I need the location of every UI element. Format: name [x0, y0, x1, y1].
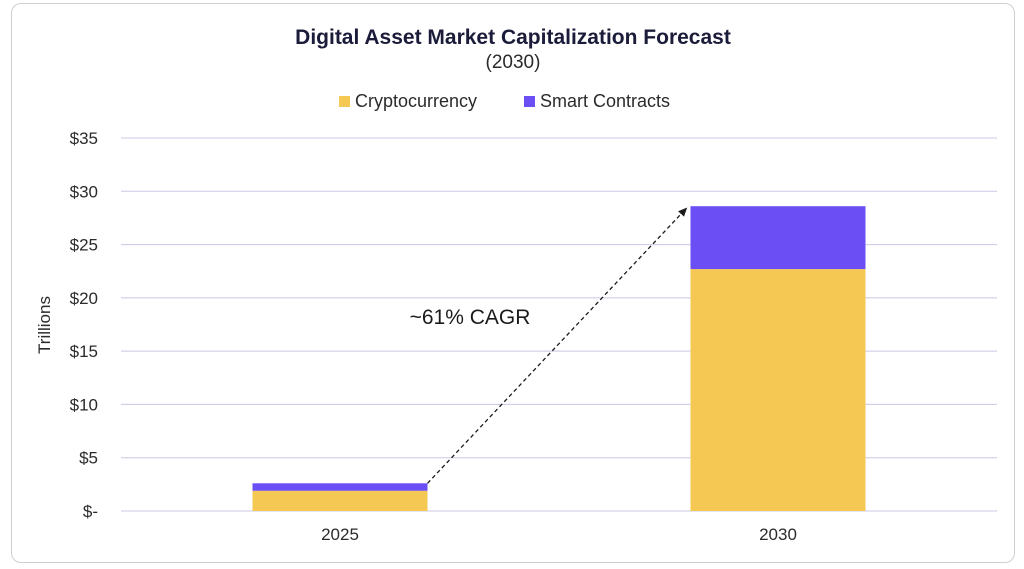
cagr-arrow [427, 207, 688, 484]
bar-2030-cryptocurrency [690, 269, 866, 511]
legend-label-cryptocurrency: Cryptocurrency [355, 91, 477, 111]
chart-title: Digital Asset Market Capitalization Fore… [295, 26, 731, 49]
x-tick-label: 2025 [321, 525, 359, 544]
bar-2025-smart-contracts [252, 483, 428, 491]
y-tick-label: $30 [70, 182, 98, 201]
y-tick-label: $15 [70, 342, 98, 361]
legend-swatch-cryptocurrency [339, 96, 350, 107]
y-tick-label: $20 [70, 289, 98, 308]
x-tick-labels: 2025 2030 [321, 525, 797, 544]
legend: Cryptocurrency Smart Contracts [339, 91, 670, 111]
y-tick-label: $35 [70, 129, 98, 148]
legend-swatch-smart-contracts [524, 96, 535, 107]
bar-2030-smart-contracts [690, 206, 866, 270]
y-tick-label: $5 [79, 449, 98, 468]
x-tick-label: 2030 [759, 525, 797, 544]
y-tick-label: $10 [70, 395, 98, 414]
y-tick-label: $- [83, 502, 98, 521]
y-axis-label: Trillions [35, 296, 54, 354]
bars [252, 206, 866, 511]
cagr-annotation: ~61% CAGR [410, 306, 531, 329]
bar-2025-cryptocurrency [252, 490, 428, 511]
chart-subtitle: (2030) [486, 52, 541, 73]
y-tick-label: $25 [70, 236, 98, 255]
legend-label-smart-contracts: Smart Contracts [540, 91, 670, 111]
